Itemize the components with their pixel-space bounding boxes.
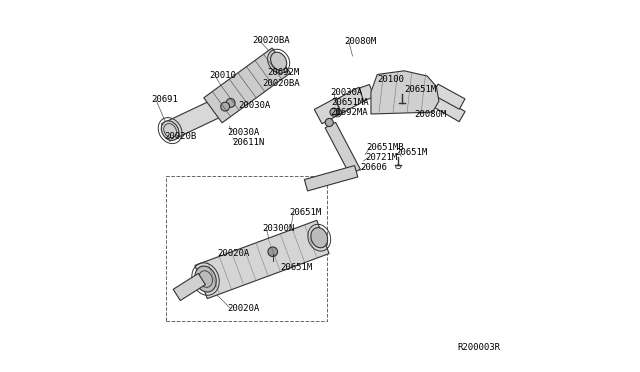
- Polygon shape: [173, 273, 205, 301]
- Text: 20020BA: 20020BA: [263, 79, 300, 88]
- Text: 20030A: 20030A: [228, 128, 260, 137]
- Text: 20100: 20100: [377, 75, 404, 84]
- Text: 20606: 20606: [360, 163, 387, 172]
- Polygon shape: [433, 84, 465, 109]
- Ellipse shape: [271, 52, 287, 70]
- Text: 20651M: 20651M: [404, 85, 436, 94]
- Text: 20611N: 20611N: [232, 138, 264, 147]
- Text: 20721M: 20721M: [365, 153, 397, 162]
- Text: 20692MA: 20692MA: [330, 108, 368, 118]
- Ellipse shape: [268, 247, 278, 257]
- Polygon shape: [371, 71, 439, 114]
- Ellipse shape: [195, 266, 216, 292]
- Text: 20651M: 20651M: [280, 263, 312, 272]
- Text: 20020B: 20020B: [164, 132, 196, 141]
- Text: 20020A: 20020A: [218, 249, 250, 258]
- Polygon shape: [204, 48, 291, 123]
- Text: 20020BA: 20020BA: [253, 36, 291, 45]
- Text: 20651MA: 20651MA: [331, 99, 369, 108]
- Ellipse shape: [330, 108, 338, 116]
- Polygon shape: [195, 220, 329, 299]
- Text: 20010: 20010: [209, 71, 236, 80]
- Ellipse shape: [311, 228, 328, 248]
- Polygon shape: [314, 97, 344, 124]
- Text: 20691: 20691: [151, 95, 178, 104]
- Polygon shape: [161, 100, 219, 141]
- Text: 20651M: 20651M: [396, 148, 428, 157]
- Text: 20300N: 20300N: [263, 224, 295, 233]
- Text: 20030A: 20030A: [330, 89, 363, 97]
- Text: 20020A: 20020A: [227, 304, 259, 313]
- Text: 20080M: 20080M: [414, 109, 447, 119]
- Text: 20030A: 20030A: [238, 101, 270, 110]
- Text: 20080M: 20080M: [344, 37, 376, 46]
- Polygon shape: [305, 166, 358, 191]
- Text: R200003R: R200003R: [458, 343, 500, 352]
- Text: 20651M: 20651M: [290, 208, 322, 217]
- Ellipse shape: [221, 102, 230, 111]
- Ellipse shape: [226, 99, 235, 108]
- Ellipse shape: [161, 121, 179, 140]
- Polygon shape: [325, 122, 360, 175]
- Polygon shape: [335, 87, 366, 113]
- Polygon shape: [359, 84, 374, 101]
- Ellipse shape: [325, 118, 333, 126]
- Text: 20651MB: 20651MB: [367, 143, 404, 152]
- Text: 20692M: 20692M: [268, 68, 300, 77]
- Polygon shape: [432, 96, 465, 122]
